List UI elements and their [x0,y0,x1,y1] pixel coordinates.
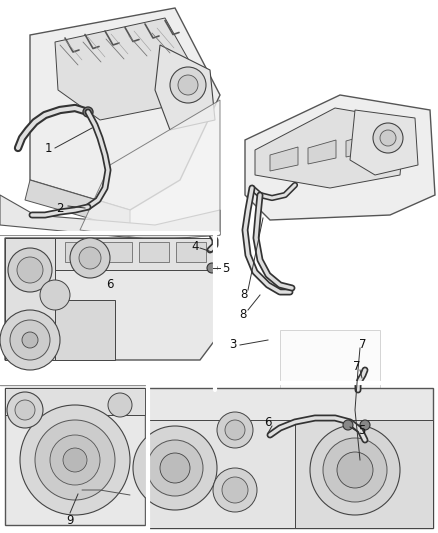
Circle shape [20,405,130,515]
Text: 2: 2 [56,201,64,214]
Circle shape [207,263,217,273]
Text: 7: 7 [353,360,361,374]
Circle shape [323,438,387,502]
Text: 6: 6 [106,279,114,292]
Polygon shape [5,388,145,415]
Polygon shape [346,133,374,157]
Circle shape [373,123,403,153]
Polygon shape [80,100,220,240]
Text: 6: 6 [264,416,272,429]
Polygon shape [280,330,380,390]
Polygon shape [55,238,215,270]
Polygon shape [176,242,206,262]
Polygon shape [0,195,220,240]
Text: 4: 4 [191,239,199,253]
Text: 8: 8 [239,308,247,320]
Circle shape [35,420,115,500]
Circle shape [50,435,100,485]
Circle shape [22,332,38,348]
Text: 5: 5 [358,424,366,437]
Polygon shape [245,95,435,220]
Circle shape [360,420,370,430]
Text: 1: 1 [44,141,52,155]
Circle shape [147,440,203,496]
Circle shape [160,453,190,483]
Polygon shape [55,300,115,360]
Polygon shape [155,45,215,130]
Circle shape [7,392,43,428]
Circle shape [337,452,373,488]
Polygon shape [65,242,95,262]
Text: 9: 9 [66,513,74,527]
Circle shape [133,426,217,510]
Circle shape [213,468,257,512]
Polygon shape [25,180,130,230]
Circle shape [108,393,132,417]
Circle shape [8,248,52,292]
Circle shape [70,238,110,278]
Circle shape [222,477,248,503]
Text: 5: 5 [223,262,230,274]
Circle shape [79,247,101,269]
Circle shape [343,420,353,430]
Circle shape [10,320,50,360]
Polygon shape [350,110,418,175]
Polygon shape [255,108,405,188]
Polygon shape [30,8,220,210]
Polygon shape [148,420,295,528]
Circle shape [0,310,60,370]
Circle shape [40,280,70,310]
Polygon shape [102,242,132,262]
Text: 8: 8 [240,288,247,302]
Text: 3: 3 [230,338,237,351]
Polygon shape [5,238,55,360]
Circle shape [217,412,253,448]
Text: 7: 7 [359,338,367,351]
Polygon shape [5,388,145,525]
Circle shape [17,257,43,283]
Circle shape [170,67,206,103]
Polygon shape [270,147,298,171]
Polygon shape [55,18,200,120]
Circle shape [225,420,245,440]
Circle shape [83,107,93,117]
Circle shape [63,448,87,472]
Polygon shape [5,238,215,360]
Circle shape [380,130,396,146]
Circle shape [15,400,35,420]
Polygon shape [139,242,169,262]
Polygon shape [148,388,433,528]
Polygon shape [308,140,336,164]
Polygon shape [295,420,433,528]
Circle shape [178,75,198,95]
Circle shape [310,425,400,515]
